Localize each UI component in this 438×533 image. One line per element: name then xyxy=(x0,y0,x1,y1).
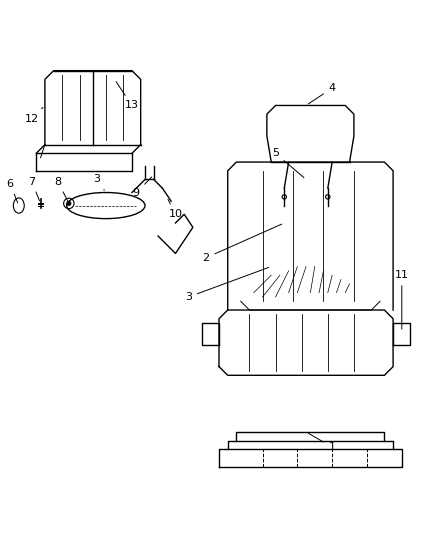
Text: 5: 5 xyxy=(272,148,304,177)
Text: 13: 13 xyxy=(116,82,139,110)
Text: 3: 3 xyxy=(94,174,104,190)
Text: 2: 2 xyxy=(202,224,282,263)
Text: 10: 10 xyxy=(168,199,183,219)
Text: 12: 12 xyxy=(25,108,43,124)
Text: 7: 7 xyxy=(28,176,39,201)
Text: 11: 11 xyxy=(395,270,409,329)
Text: 3: 3 xyxy=(185,268,268,302)
Text: 9: 9 xyxy=(133,177,152,198)
Text: 8: 8 xyxy=(54,176,67,201)
Text: 4: 4 xyxy=(308,83,336,104)
Circle shape xyxy=(67,201,71,206)
Text: 1: 1 xyxy=(308,433,336,452)
Text: 6: 6 xyxy=(7,179,18,203)
